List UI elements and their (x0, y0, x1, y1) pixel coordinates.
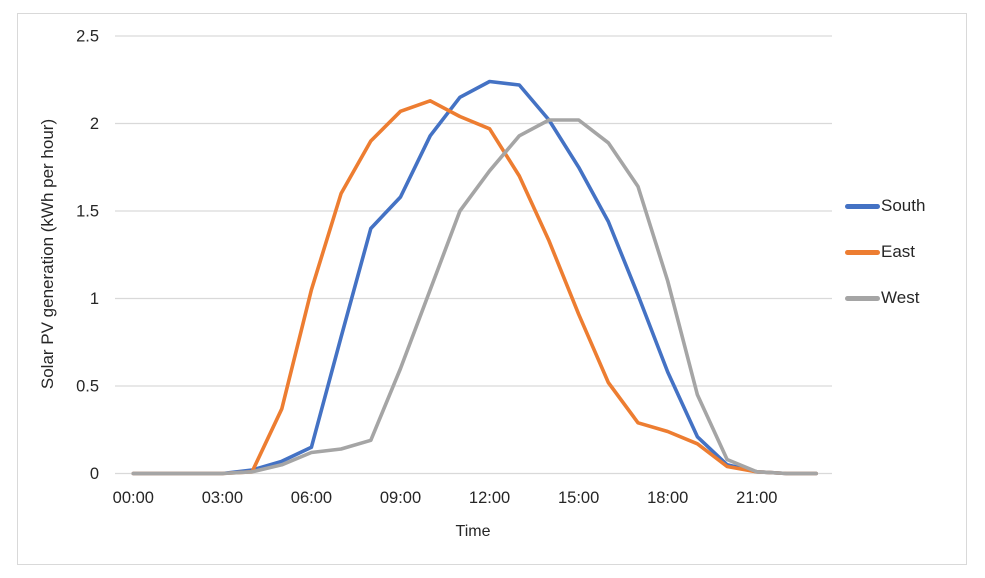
x-tick-label: 21:00 (736, 489, 777, 507)
y-tick-label: 1.5 (76, 203, 99, 221)
x-tick-label: 09:00 (380, 489, 421, 507)
x-tick-label: 18:00 (647, 489, 688, 507)
legend-item-south: South (845, 194, 975, 218)
x-tick-label: 03:00 (202, 489, 243, 507)
legend-label-west: West (881, 288, 920, 307)
legend-label-south: South (881, 196, 926, 215)
series-line-west (131, 118, 819, 476)
y-tick-label: 2 (90, 115, 99, 133)
east-series-swatch-icon (845, 249, 880, 255)
y-tick-label: 0.5 (76, 378, 99, 396)
legend-item-west: West (845, 286, 975, 310)
y-tick-label: 0 (90, 465, 99, 483)
chart-legend: South East West (845, 194, 975, 332)
x-tick-label: 06:00 (291, 489, 332, 507)
legend-label-east: East (881, 242, 916, 261)
x-tick-label: 12:00 (469, 489, 510, 507)
y-tick-label: 1 (90, 290, 99, 308)
x-axis-title: Time (455, 523, 491, 540)
series-line-east (131, 99, 819, 476)
series-line-south (131, 79, 819, 476)
x-tick-label: 00:00 (113, 489, 154, 507)
south-series-swatch-icon (845, 203, 880, 209)
y-axis-title: Solar PV generation (kWh per hour) (38, 118, 57, 390)
legend-item-east: East (845, 240, 975, 264)
x-tick-label: 15:00 (558, 489, 599, 507)
y-tick-label: 2.5 (76, 28, 99, 46)
west-series-swatch-icon (845, 295, 880, 301)
